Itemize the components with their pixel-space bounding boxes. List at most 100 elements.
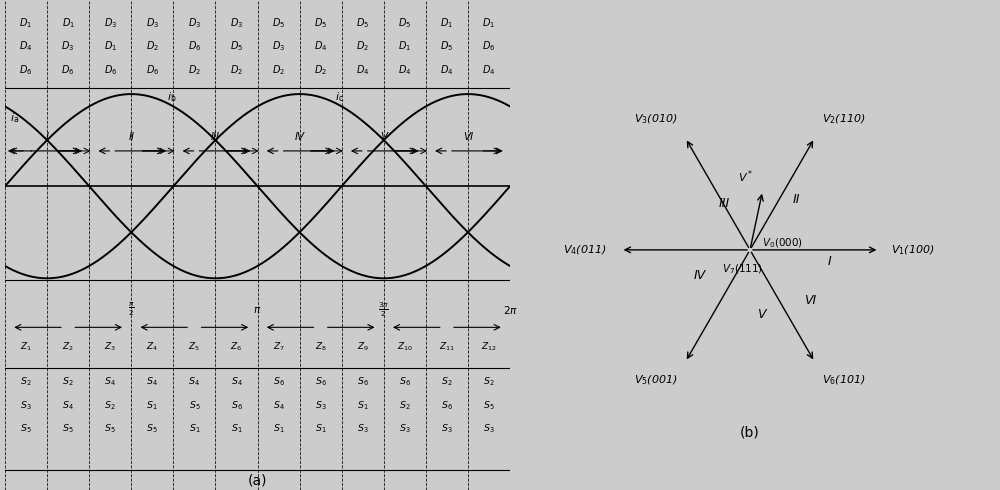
Text: $D_{2}$: $D_{2}$	[230, 63, 243, 76]
Text: I: I	[46, 132, 49, 142]
Text: $V^*$: $V^*$	[738, 169, 753, 185]
Text: IV: IV	[295, 132, 305, 142]
Text: $S_{1}$: $S_{1}$	[189, 423, 200, 436]
Text: VI: VI	[463, 132, 473, 142]
Text: $V_1$(100): $V_1$(100)	[891, 243, 935, 257]
Text: $D_{2}$: $D_{2}$	[272, 63, 285, 76]
Text: $D_{5}$: $D_{5}$	[398, 16, 411, 29]
Text: II: II	[792, 193, 800, 206]
Text: $S_{5}$: $S_{5}$	[146, 423, 158, 436]
Text: $D_{1}$: $D_{1}$	[19, 16, 33, 29]
Text: $D_{4}$: $D_{4}$	[440, 63, 454, 76]
Text: $S_{6}$: $S_{6}$	[441, 399, 453, 412]
Text: $Z_{5}$: $Z_{5}$	[188, 341, 200, 353]
Text: $D_{3}$: $D_{3}$	[230, 16, 243, 29]
Text: $D_{6}$: $D_{6}$	[146, 63, 159, 76]
Text: $S_{4}$: $S_{4}$	[273, 399, 284, 412]
Text: $S_{1}$: $S_{1}$	[315, 423, 326, 436]
Text: $D_{4}$: $D_{4}$	[398, 63, 412, 76]
Text: $V_5$(001): $V_5$(001)	[634, 373, 678, 387]
Text: $D_{2}$: $D_{2}$	[188, 63, 201, 76]
Text: $S_{4}$: $S_{4}$	[188, 375, 200, 388]
Text: $Z_{3}$: $Z_{3}$	[104, 341, 116, 353]
Text: $D_{3}$: $D_{3}$	[61, 39, 75, 53]
Text: $\frac{3\pi}{2}$: $\frac{3\pi}{2}$	[378, 300, 389, 319]
Text: $S_{3}$: $S_{3}$	[441, 423, 453, 436]
Text: $S_{4}$: $S_{4}$	[104, 375, 116, 388]
Text: $S_{4}$: $S_{4}$	[146, 375, 158, 388]
Text: $D_{1}$: $D_{1}$	[440, 16, 453, 29]
Text: $S_{6}$: $S_{6}$	[399, 375, 411, 388]
Text: $S_{6}$: $S_{6}$	[357, 375, 369, 388]
Text: III: III	[718, 197, 730, 210]
Text: $S_{2}$: $S_{2}$	[441, 375, 453, 388]
Text: $Z_{7}$: $Z_{7}$	[273, 341, 284, 353]
Text: $S_{6}$: $S_{6}$	[231, 399, 242, 412]
Text: $D_{5}$: $D_{5}$	[356, 16, 369, 29]
Text: $S_{3}$: $S_{3}$	[399, 423, 411, 436]
Text: $S_{1}$: $S_{1}$	[357, 399, 369, 412]
Text: $V_0$(000): $V_0$(000)	[762, 236, 802, 249]
Text: $D_{1}$: $D_{1}$	[104, 39, 117, 53]
Text: $S_{2}$: $S_{2}$	[104, 399, 116, 412]
Text: $Z_{12}$: $Z_{12}$	[481, 341, 497, 353]
Text: $D_{6}$: $D_{6}$	[482, 39, 496, 53]
Text: $D_{5}$: $D_{5}$	[440, 39, 454, 53]
Text: $V_7$(111): $V_7$(111)	[722, 263, 763, 276]
Text: $D_{5}$: $D_{5}$	[230, 39, 243, 53]
Text: $D_{2}$: $D_{2}$	[314, 63, 327, 76]
Text: $S_{5}$: $S_{5}$	[104, 423, 116, 436]
Text: V: V	[757, 308, 766, 321]
Text: $Z_{8}$: $Z_{8}$	[315, 341, 327, 353]
Text: $S_{5}$: $S_{5}$	[62, 423, 74, 436]
Text: $S_{2}$: $S_{2}$	[399, 399, 411, 412]
Text: $D_{3}$: $D_{3}$	[104, 16, 117, 29]
Text: $D_{2}$: $D_{2}$	[146, 39, 159, 53]
Text: $Z_{11}$: $Z_{11}$	[439, 341, 455, 353]
Text: $S_{5}$: $S_{5}$	[20, 423, 32, 436]
Text: $S_{1}$: $S_{1}$	[273, 423, 284, 436]
Text: $S_{4}$: $S_{4}$	[231, 375, 242, 388]
Text: $Z_{4}$: $Z_{4}$	[146, 341, 158, 353]
Text: $D_{4}$: $D_{4}$	[314, 39, 327, 53]
Text: $V_4$(011): $V_4$(011)	[563, 243, 606, 257]
Text: $D_{1}$: $D_{1}$	[62, 16, 75, 29]
Text: $S_{3}$: $S_{3}$	[20, 399, 32, 412]
Text: $V_3$(010): $V_3$(010)	[634, 113, 678, 126]
Text: $S_{3}$: $S_{3}$	[357, 423, 369, 436]
Text: $D_{6}$: $D_{6}$	[61, 63, 75, 76]
Text: $i_\mathrm{a}$: $i_\mathrm{a}$	[10, 112, 19, 125]
Text: $S_{1}$: $S_{1}$	[231, 423, 242, 436]
Text: $D_{6}$: $D_{6}$	[104, 63, 117, 76]
Text: $Z_{1}$: $Z_{1}$	[20, 341, 32, 353]
Text: $Z_{2}$: $Z_{2}$	[62, 341, 74, 353]
Text: $S_{5}$: $S_{5}$	[189, 399, 200, 412]
Text: $Z_{10}$: $Z_{10}$	[397, 341, 413, 353]
Text: $S_{3}$: $S_{3}$	[483, 423, 495, 436]
Text: $D_{4}$: $D_{4}$	[19, 39, 33, 53]
Text: $D_{5}$: $D_{5}$	[272, 16, 285, 29]
Text: $D_{5}$: $D_{5}$	[314, 16, 327, 29]
Text: $S_{4}$: $S_{4}$	[62, 399, 74, 412]
Text: VI: VI	[804, 294, 816, 307]
Text: III: III	[211, 132, 220, 142]
Text: $D_{4}$: $D_{4}$	[356, 63, 369, 76]
Text: $2\pi$: $2\pi$	[503, 304, 517, 316]
Text: $D_{3}$: $D_{3}$	[146, 16, 159, 29]
Text: $D_{3}$: $D_{3}$	[272, 39, 285, 53]
Text: $\pi$: $\pi$	[253, 305, 262, 315]
Text: (a): (a)	[248, 473, 267, 487]
Text: (b): (b)	[740, 426, 760, 440]
Text: $D_{3}$: $D_{3}$	[188, 16, 201, 29]
Text: $i_\mathrm{c}$: $i_\mathrm{c}$	[335, 90, 344, 104]
Text: $S_{5}$: $S_{5}$	[483, 399, 495, 412]
Text: $D_{2}$: $D_{2}$	[356, 39, 369, 53]
Text: $D_{6}$: $D_{6}$	[188, 39, 201, 53]
Text: V: V	[380, 132, 387, 142]
Text: $S_{6}$: $S_{6}$	[315, 375, 327, 388]
Text: I: I	[827, 255, 831, 268]
Text: $S_{3}$: $S_{3}$	[315, 399, 326, 412]
Text: $S_{2}$: $S_{2}$	[20, 375, 32, 388]
Text: IV: IV	[694, 270, 706, 282]
Text: $Z_{6}$: $Z_{6}$	[230, 341, 243, 353]
